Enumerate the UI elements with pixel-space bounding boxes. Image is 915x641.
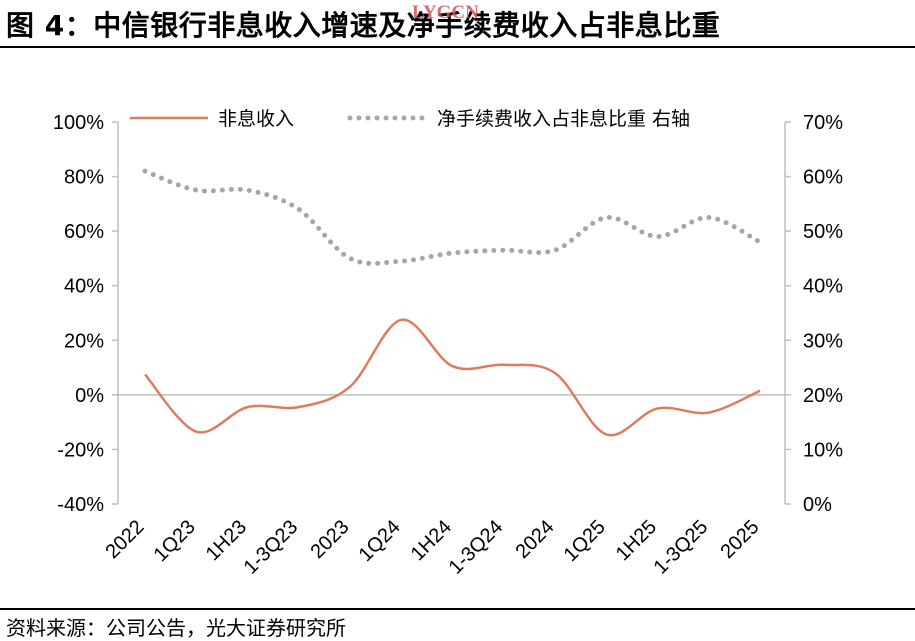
figure-title: 图 4：中信银行非息收入增速及净手续费收入占非息比重 [6,9,721,42]
x-tick-label: 1Q23 [150,516,200,566]
footer-rule [0,608,915,610]
left-tick-label: 40% [64,276,104,298]
right-tick-label: 60% [803,167,843,189]
title-underline [0,46,915,48]
chart-legend: 非息收入 净手续费收入占非息比重 右轴 [130,108,690,130]
series-line-fee-share [142,168,763,266]
x-tick-label: 1-3Q25 [650,516,713,579]
legend-label-fee-share: 净手续费收入占非息比重 右轴 [437,108,690,130]
left-tick-label: 60% [64,221,104,243]
x-tick-label: 2023 [307,516,354,563]
left-tick-label: 100% [53,112,104,134]
source-note: 资料来源：公司公告，光大证券研究所 [6,616,346,640]
right-axis-ticks: 70% 60% 50% 40% 30% 20% 10% 0% [785,112,843,516]
chart-axes [117,122,786,504]
data-point-fee-share [400,260,402,262]
chart-series [142,168,763,437]
left-tick-label: -20% [57,439,104,461]
right-tick-label: 30% [803,330,843,352]
series-line-non-interest-income [144,318,761,437]
right-tick-label: 0% [803,494,832,516]
right-tick-label: 40% [803,276,843,298]
watermark-text: LYGCN [412,2,479,23]
x-tick-label: 2025 [717,516,764,563]
x-tick-label: 2022 [102,516,149,563]
left-tick-label: -40% [57,494,104,516]
data-point-fee-share [452,252,454,254]
right-tick-label: 70% [803,112,843,134]
x-tick-label: 1Q24 [355,516,405,566]
x-tick-label: 1-3Q24 [445,516,508,579]
x-tick-label: 2024 [512,516,559,563]
chart-canvas: 100% 80% 60% 40% 20% 0% -20% -40% 70% 60% 50% 40% 3… [53,108,843,579]
x-tick-label: 1-3Q23 [240,516,303,579]
left-tick-label: 80% [64,167,104,189]
x-tick-label: 1Q25 [560,516,610,566]
right-tick-label: 20% [803,385,843,407]
right-tick-label: 10% [803,439,843,461]
left-tick-label: 0% [75,385,104,407]
data-point-fee-share [605,217,607,219]
left-tick-label: 20% [64,330,104,352]
left-axis-ticks: 100% 80% 60% 40% 20% 0% -20% -40% [53,112,118,516]
legend-label-non-interest-income: 非息收入 [218,108,294,130]
right-tick-label: 50% [803,221,843,243]
